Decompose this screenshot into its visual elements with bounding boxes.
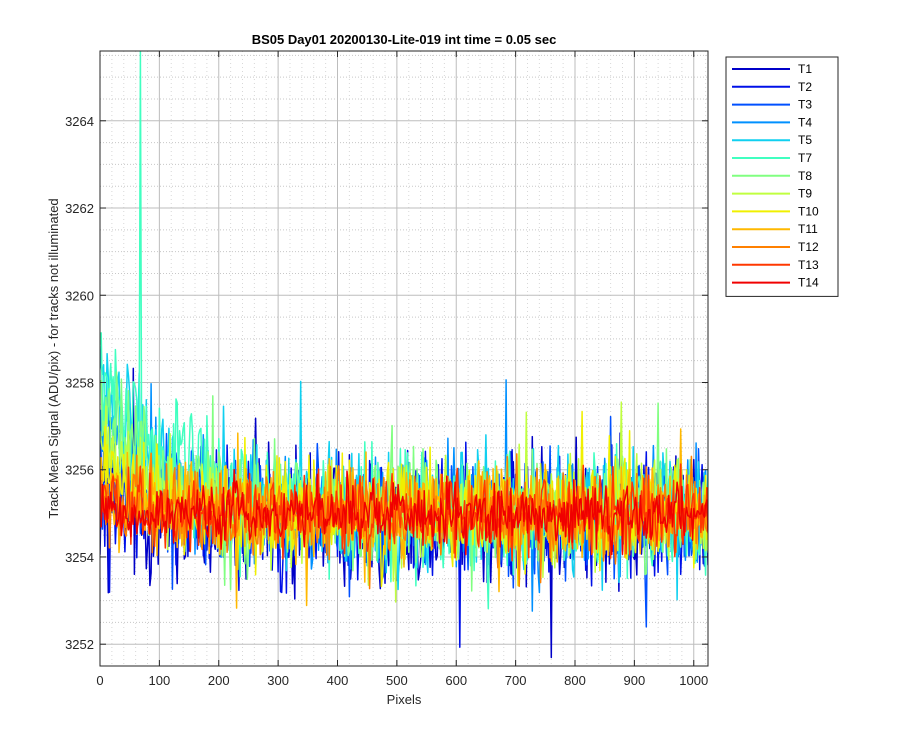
legend-label: T4 [798,115,812,129]
legend: T1 T2 T3 T4 T5 T7 T8 T9 T10 T11 T12 T13 T14 [725,56,839,297]
y-tick-label: 3256 [65,463,94,478]
legend-item-t3: T3 [732,98,812,112]
y-tick-label: 3258 [65,375,94,390]
legend-label: T5 [798,133,812,147]
legend-label: T12 [798,240,819,254]
x-tick-label: 600 [445,673,467,688]
y-tick-label: 3254 [65,550,94,565]
x-tick-label: 800 [564,673,586,688]
legend-label: T14 [798,276,819,290]
x-tick-label: 200 [208,673,230,688]
y-tick-label: 3260 [65,288,94,303]
x-tick-label: 300 [267,673,289,688]
legend-item-t9: T9 [732,187,812,201]
legend-item-t12: T12 [732,240,819,254]
plot-area-frame [99,50,709,667]
legend-label: T2 [798,80,812,94]
x-tick-label: 700 [505,673,527,688]
chart-title: BS05 Day01 20200130-Lite-019 int time = … [252,32,557,47]
legend-label: T1 [798,62,812,76]
plot-background [100,51,708,666]
legend-label: T7 [798,151,812,165]
legend-item-t7: T7 [732,151,812,165]
series-line-t13 [100,463,708,562]
legend-item-t8: T8 [732,169,812,183]
x-tick-label: 0 [96,673,103,688]
x-tick-label: 500 [386,673,408,688]
series-line-t14 [100,468,708,556]
legend-item-t11: T11 [732,222,818,236]
x-tick-label: 1000 [679,673,708,688]
legend-item-t14: T14 [732,276,819,290]
legend-label: T8 [798,169,812,183]
grid [99,51,708,667]
x-tick-label: 100 [149,673,171,688]
legend-item-t2: T2 [732,80,812,94]
legend-item-t10: T10 [732,204,819,218]
y-axis-label: Track Mean Signal (ADU/pix) - for tracks… [46,198,61,518]
legend-item-t13: T13 [732,258,819,272]
legend-item-t1: T1 [732,62,812,76]
y-tick-label: 3264 [65,114,94,129]
legend-label: T10 [798,204,819,218]
x-tick-label: 900 [624,673,646,688]
legend-label: T11 [798,222,818,236]
legend-label: T9 [798,187,812,201]
series-lines [100,51,708,659]
legend-item-t5: T5 [732,133,812,147]
legend-item-t4: T4 [732,115,812,129]
axis-ticks: 0 100 200 300 400 500 600 700 800 900 1000 3252 3254… [65,51,708,688]
legend-label: T13 [798,258,819,272]
legend-label: T3 [798,98,812,112]
x-axis-label: Pixels [387,692,422,707]
y-tick-label: 3252 [65,637,94,652]
x-tick-label: 400 [327,673,349,688]
y-tick-label: 3262 [65,201,94,216]
